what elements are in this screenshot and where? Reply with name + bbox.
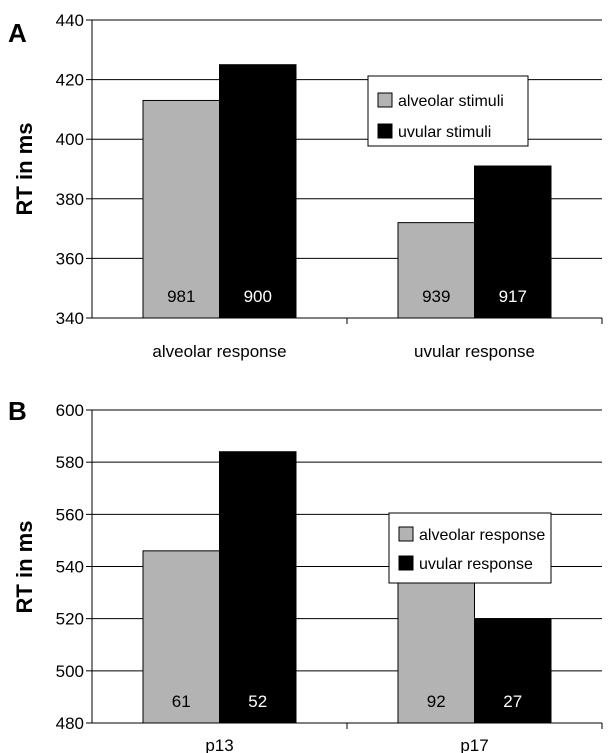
- bar-count-label: 52: [248, 692, 267, 711]
- y-tick-label: 400: [56, 130, 84, 149]
- legend-box: [388, 512, 552, 584]
- y-tick-label: 560: [56, 505, 84, 524]
- bar-count-label: 939: [422, 287, 450, 306]
- bar-count-label: 92: [427, 692, 446, 711]
- legend: alveolar stimuli uvular stimuli: [367, 75, 529, 147]
- x-category-label: p13: [205, 736, 233, 753]
- bar-count-label: 900: [244, 287, 272, 306]
- bar: [397, 222, 475, 319]
- y-tick-label: 580: [56, 453, 84, 472]
- bar-count-label: 27: [503, 692, 522, 711]
- bar: [474, 618, 552, 724]
- bar: [219, 451, 297, 724]
- y-tick-label: 480: [56, 714, 84, 733]
- y-tick-label: 380: [56, 190, 84, 209]
- y-tick-label: 440: [56, 11, 84, 30]
- legend-swatch: [398, 555, 414, 571]
- y-tick-label: 520: [56, 610, 84, 629]
- legend-label: alveolar stimuli: [398, 93, 504, 110]
- y-axis-title: RT in ms: [12, 123, 37, 216]
- bar-count-label: 61: [172, 692, 191, 711]
- bar: [142, 550, 220, 724]
- bar: [142, 99, 220, 319]
- x-category-label: alveolar response: [152, 342, 286, 361]
- legend-swatch: [377, 92, 393, 108]
- legend-box: [367, 75, 529, 147]
- bar: [219, 64, 297, 319]
- y-tick-label: 600: [56, 401, 84, 420]
- legend-swatch: [398, 526, 414, 542]
- panel-letter: A: [8, 18, 27, 48]
- y-tick-label: 340: [56, 309, 84, 328]
- bar: [474, 165, 552, 319]
- y-tick-label: 420: [56, 71, 84, 90]
- panel-letter: B: [8, 396, 27, 426]
- y-tick-label: 360: [56, 249, 84, 268]
- legend: alveolar response uvular response: [388, 512, 552, 584]
- x-category-label: p17: [460, 736, 488, 753]
- legend-swatch: [377, 123, 393, 139]
- legend-label: uvular stimuli: [398, 124, 491, 141]
- y-axis-title: RT in ms: [12, 521, 37, 614]
- y-tick-label: 540: [56, 558, 84, 577]
- bar-count-label: 981: [167, 287, 195, 306]
- y-tick-label: 500: [56, 662, 84, 681]
- x-category-label: uvular response: [414, 342, 535, 361]
- bar: [397, 579, 475, 724]
- legend-label: uvular response: [419, 556, 533, 573]
- bar-count-label: 917: [499, 287, 527, 306]
- chart-panel-a: A 340 360 380 400 420 440 RT in ms 981 900 alveola…: [8, 11, 603, 361]
- legend-label: alveolar response: [419, 527, 545, 544]
- chart-panel-b: B 480 500 520 540 560 580 600 RT in ms 61 52 p13 92 2…: [8, 396, 603, 753]
